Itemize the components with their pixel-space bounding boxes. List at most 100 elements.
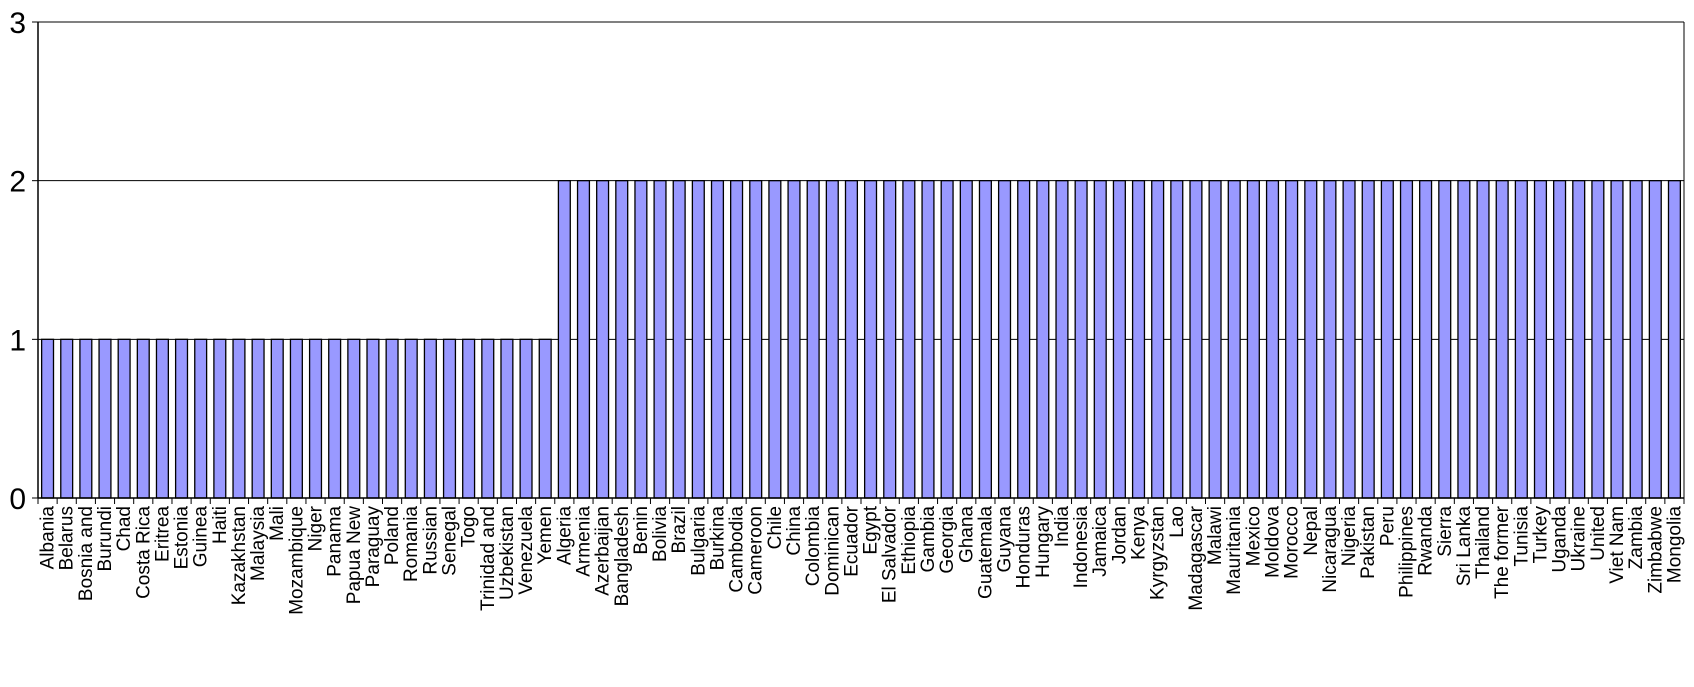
x-tick-label: Algeria bbox=[554, 506, 575, 566]
y-tick-label: 0 bbox=[9, 483, 26, 516]
bar bbox=[1476, 180, 1490, 499]
x-tick-label: Peru bbox=[1377, 506, 1398, 546]
bar bbox=[844, 180, 859, 499]
x-tick-label: Uzbekistan bbox=[497, 506, 518, 600]
x-tick-label: Kenya bbox=[1129, 506, 1150, 560]
bar bbox=[1131, 180, 1146, 499]
bar bbox=[500, 338, 514, 499]
x-tick-label: Armenia bbox=[573, 506, 594, 577]
bar bbox=[1648, 180, 1662, 499]
bar bbox=[423, 338, 437, 499]
x-tick-label: Viet Nam bbox=[1607, 506, 1628, 584]
x-tick-label: Romania bbox=[401, 506, 422, 582]
bar bbox=[997, 180, 1012, 499]
x-tick-label: Colombia bbox=[803, 506, 824, 587]
bar bbox=[730, 180, 744, 499]
x-tick-label: Burundi bbox=[95, 506, 116, 572]
y-tick-label: 1 bbox=[9, 324, 26, 357]
bar bbox=[1151, 180, 1165, 499]
bar bbox=[1380, 180, 1394, 499]
bar bbox=[1036, 180, 1050, 499]
x-tick-label: Jamaica bbox=[1090, 506, 1111, 577]
bar bbox=[155, 338, 169, 499]
bar bbox=[1342, 180, 1356, 499]
x-tick-label: China bbox=[784, 506, 805, 556]
x-tick-label: Paraguay bbox=[363, 506, 384, 588]
x-tick-label: Rwanda bbox=[1416, 506, 1437, 576]
bar bbox=[1629, 180, 1643, 499]
x-tick-label: Philippines bbox=[1396, 506, 1417, 598]
x-tick-label: Hungary bbox=[1033, 506, 1054, 578]
x-tick-label: Madagascar bbox=[1186, 505, 1207, 610]
bar bbox=[1055, 180, 1069, 499]
x-tick-label: United bbox=[1588, 506, 1609, 561]
bar bbox=[1093, 180, 1107, 499]
bar bbox=[538, 338, 552, 499]
x-tick-label: Poland bbox=[382, 506, 403, 565]
x-tick-label: Benin bbox=[631, 506, 652, 555]
x-tick-label: Sri Lanka bbox=[1454, 506, 1475, 587]
x-tick-label: Jordan bbox=[1109, 506, 1130, 564]
bar bbox=[60, 338, 74, 499]
x-tick-label: Estonia bbox=[172, 506, 193, 570]
x-tick-label: Kazakhstan bbox=[229, 506, 250, 605]
bar bbox=[710, 180, 725, 499]
bar bbox=[1667, 180, 1682, 499]
x-tick-label: Gambia bbox=[918, 506, 939, 573]
bar bbox=[117, 338, 131, 499]
x-tick-label: Zambia bbox=[1626, 506, 1647, 570]
x-tick-label: Bulgaria bbox=[688, 506, 709, 576]
x-tick-label: Kyrgyzstan bbox=[1148, 506, 1169, 600]
bar bbox=[959, 180, 973, 499]
bar bbox=[289, 338, 303, 499]
bar bbox=[1495, 180, 1509, 499]
bar bbox=[1074, 180, 1088, 499]
bar bbox=[442, 338, 457, 499]
bar bbox=[1017, 180, 1031, 499]
x-tick-label: Malawi bbox=[1205, 506, 1226, 565]
bar bbox=[1399, 180, 1414, 499]
x-tick-label: El Salvador bbox=[880, 505, 901, 603]
bar bbox=[136, 338, 150, 499]
x-tick-label: Panama bbox=[325, 506, 346, 577]
bar bbox=[79, 338, 93, 499]
x-tick-label: Nepal bbox=[1301, 506, 1322, 556]
bar bbox=[1572, 180, 1586, 499]
bar bbox=[481, 338, 495, 499]
bar bbox=[653, 180, 667, 499]
gridlines bbox=[38, 21, 1684, 340]
bar bbox=[1419, 180, 1433, 499]
bar bbox=[347, 338, 361, 499]
bar bbox=[98, 338, 112, 499]
bar bbox=[806, 180, 820, 499]
bar bbox=[1208, 180, 1222, 499]
y-tick-label: 3 bbox=[9, 7, 26, 40]
x-tick-label: Indonesia bbox=[1071, 506, 1092, 589]
bar bbox=[1246, 180, 1260, 499]
bar bbox=[366, 338, 380, 499]
bar bbox=[1170, 180, 1184, 499]
x-tick-label: Mali bbox=[267, 506, 288, 541]
y-tick-labels: 0 1 2 3 bbox=[9, 7, 26, 516]
bar bbox=[194, 338, 208, 499]
bar bbox=[1457, 180, 1471, 499]
bar bbox=[921, 180, 935, 499]
bar bbox=[1591, 180, 1605, 499]
x-tick-label: Bolivia bbox=[650, 506, 671, 562]
x-tick-label: Sierra bbox=[1435, 506, 1456, 557]
x-tick-label: Azerbaijan bbox=[593, 506, 614, 596]
x-tick-label: India bbox=[1052, 506, 1073, 548]
bar bbox=[404, 338, 418, 499]
y-tick-label: 2 bbox=[9, 166, 26, 199]
x-tick-label: Cameroon bbox=[746, 506, 767, 595]
bar bbox=[213, 338, 227, 499]
bar bbox=[308, 338, 323, 499]
bar bbox=[1304, 180, 1318, 499]
x-tick-label: Albania bbox=[38, 506, 59, 570]
x-tick-label: Zimbabwe bbox=[1645, 506, 1666, 594]
x-tick-label: Bangladesh bbox=[612, 506, 633, 606]
x-tick-label: Guyana bbox=[995, 506, 1016, 573]
bar bbox=[1323, 180, 1337, 499]
x-tick-label: Yemen bbox=[535, 506, 556, 564]
